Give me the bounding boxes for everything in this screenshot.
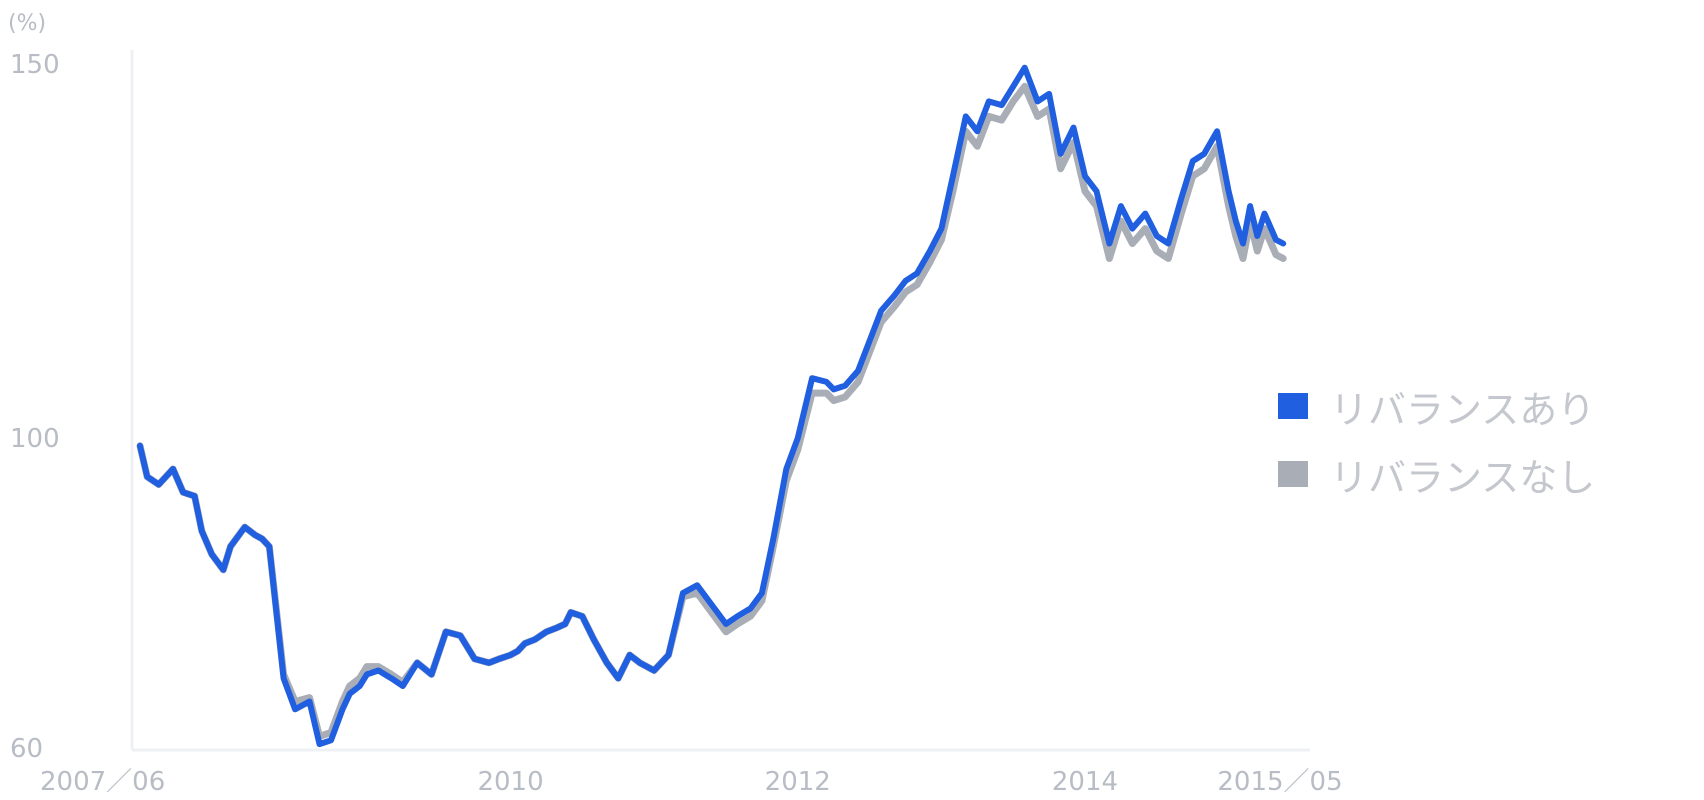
legend: リバランスあり リバランスなし <box>1278 386 1595 522</box>
x-tick-label: 2010 <box>477 767 543 797</box>
legend-swatch-without-rebalance <box>1278 461 1308 487</box>
x-tick-labels: 2007／06 2010 2012 2014 2015／05 <box>40 767 1343 797</box>
series-layer <box>136 64 1287 748</box>
x-tick-label: 2012 <box>765 767 831 797</box>
legend-label-without-rebalance: リバランスなし <box>1330 455 1596 500</box>
legend-label-with-rebalance: リバランスあり <box>1330 387 1596 432</box>
x-tick-label: 2014 <box>1052 767 1118 797</box>
x-tick-label: 2007／06 <box>40 767 165 797</box>
series-line-with-rebalance <box>137 64 1287 748</box>
legend-item-with-rebalance[interactable]: リバランスあり <box>1278 386 1595 432</box>
legend-swatch-with-rebalance <box>1278 393 1308 419</box>
y-tick-labels: 150 100 60 <box>10 50 60 764</box>
y-tick-label: 150 <box>10 50 60 80</box>
x-tick-label: 2015／05 <box>1217 767 1342 797</box>
y-tick-label: 100 <box>10 424 60 454</box>
legend-item-without-rebalance[interactable]: リバランスなし <box>1278 454 1595 500</box>
y-tick-label: 60 <box>10 734 43 764</box>
y-unit-label: (%) <box>8 11 46 36</box>
series-line-without-rebalance <box>136 82 1287 740</box>
